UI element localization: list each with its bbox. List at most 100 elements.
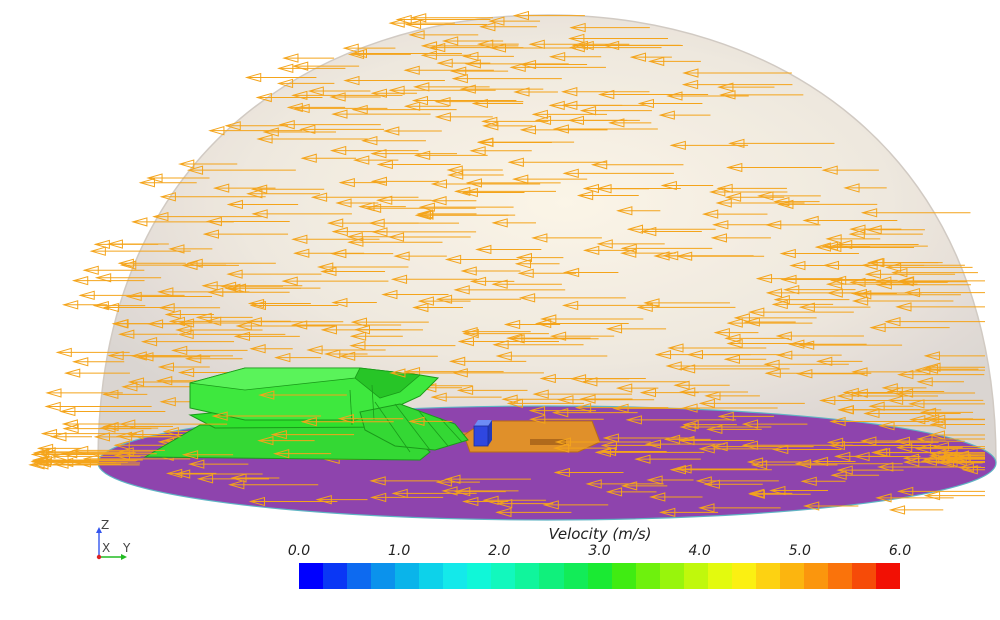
velocity-arrow	[404, 19, 488, 30]
velocity-arrow	[158, 303, 221, 313]
velocity-arrow	[715, 198, 805, 208]
velocity-arrow	[403, 101, 450, 111]
velocity-arrow	[678, 364, 790, 374]
velocity-arrow	[569, 22, 650, 33]
velocity-arrow	[245, 317, 344, 327]
velocity-arrow	[724, 192, 785, 202]
velocity-arrow	[329, 145, 419, 156]
velocity-arrow	[897, 369, 985, 380]
velocity-arrow	[389, 368, 456, 378]
velocity-arrow	[370, 88, 417, 98]
x-axis-label: X	[102, 541, 111, 555]
velocity-arrow	[923, 351, 985, 361]
velocity-arrow	[411, 95, 517, 106]
velocity-arrow	[476, 137, 575, 147]
velocity-arrow	[829, 416, 930, 427]
velocity-arrow	[794, 459, 903, 469]
velocity-arrow	[513, 87, 558, 97]
velocity-arrow	[201, 281, 303, 291]
velocity-arrow	[173, 469, 263, 479]
velocity-arrow	[798, 302, 871, 312]
velocity-arrow	[709, 187, 788, 197]
legend-swatch	[419, 563, 444, 589]
velocity-arrow	[370, 176, 439, 187]
velocity-arrow	[343, 75, 445, 86]
velocity-arrow	[864, 269, 956, 279]
velocity-arrow	[331, 109, 431, 119]
velocity-arrow	[629, 52, 672, 62]
velocity-arrow	[462, 496, 509, 507]
velocity-arrow	[61, 300, 108, 310]
velocity-arrow	[170, 345, 248, 356]
velocity-arrow	[326, 218, 419, 228]
velocity-arrow	[843, 183, 887, 193]
velocity-arrow	[849, 224, 902, 234]
velocity-arrow	[235, 321, 335, 331]
velocity-arrow	[281, 276, 389, 286]
velocity-arrow	[529, 414, 604, 424]
velocity-arrow	[212, 183, 276, 193]
velocity-arrow	[659, 507, 719, 518]
velocity-arrow	[300, 417, 394, 427]
velocity-arrow	[802, 501, 859, 511]
velocity-arrow	[826, 288, 922, 298]
velocity-arrow	[665, 361, 771, 371]
velocity-arrow	[503, 319, 561, 330]
velocity-arrow	[594, 447, 705, 458]
velocity-arrow	[877, 462, 982, 472]
velocity-arrow	[488, 16, 541, 26]
legend-swatch	[323, 563, 348, 589]
velocity-arrow	[916, 377, 964, 387]
velocity-arrow	[93, 239, 159, 250]
velocity-arrow	[764, 220, 821, 230]
velocity-arrow	[515, 252, 564, 263]
z-axis-label: Z	[101, 518, 110, 532]
axis-triad-lines	[96, 527, 127, 560]
velocity-arrow	[495, 507, 572, 518]
velocity-arrow	[579, 394, 633, 404]
velocity-arrow	[369, 476, 440, 486]
velocity-arrow	[637, 98, 703, 109]
velocity-arrow	[821, 165, 879, 175]
velocity-arrow	[514, 259, 560, 269]
legend-tick-label: 1.0	[388, 543, 411, 559]
velocity-arrow	[461, 187, 525, 198]
velocity-arrow	[453, 186, 556, 197]
velocity-arrow	[353, 325, 401, 335]
velocity-arrow	[364, 203, 476, 213]
velocity-arrow	[605, 324, 667, 334]
velocity-arrow	[710, 233, 771, 243]
velocity-arrow	[418, 202, 514, 212]
velocity-arrow	[277, 63, 346, 73]
velocity-arrow	[71, 275, 145, 286]
velocity-arrow	[256, 134, 368, 144]
velocity-arrow	[916, 434, 985, 444]
velocity-arrow	[919, 407, 974, 418]
legend-swatch	[371, 563, 396, 589]
legend-tick-label: 5.0	[788, 543, 811, 559]
velocity-arrow	[388, 18, 455, 28]
velocity-arrow	[636, 302, 736, 312]
velocity-arrow	[597, 89, 709, 100]
legend-swatch	[539, 563, 564, 589]
velocity-arrow	[323, 349, 368, 359]
velocity-arrow	[315, 494, 368, 505]
velocity-arrow	[99, 423, 159, 433]
velocity-arrow	[92, 300, 146, 311]
velocity-arrow	[45, 388, 123, 398]
legend-swatch	[443, 563, 468, 589]
velocity-arrow	[416, 209, 477, 219]
legend-swatch	[587, 563, 612, 589]
velocity-arrow	[63, 368, 130, 378]
velocity-arrow	[186, 165, 296, 175]
velocity-arrow	[262, 127, 337, 137]
velocity-arrow	[723, 354, 767, 364]
velocity-arrow	[184, 354, 243, 364]
velocity-arrow	[82, 454, 191, 464]
velocity-arrow	[52, 459, 121, 469]
velocity-arrow	[381, 289, 449, 300]
velocity-arrow	[952, 450, 985, 460]
velocity-arrow	[118, 329, 178, 339]
velocity-arrow	[701, 209, 768, 219]
